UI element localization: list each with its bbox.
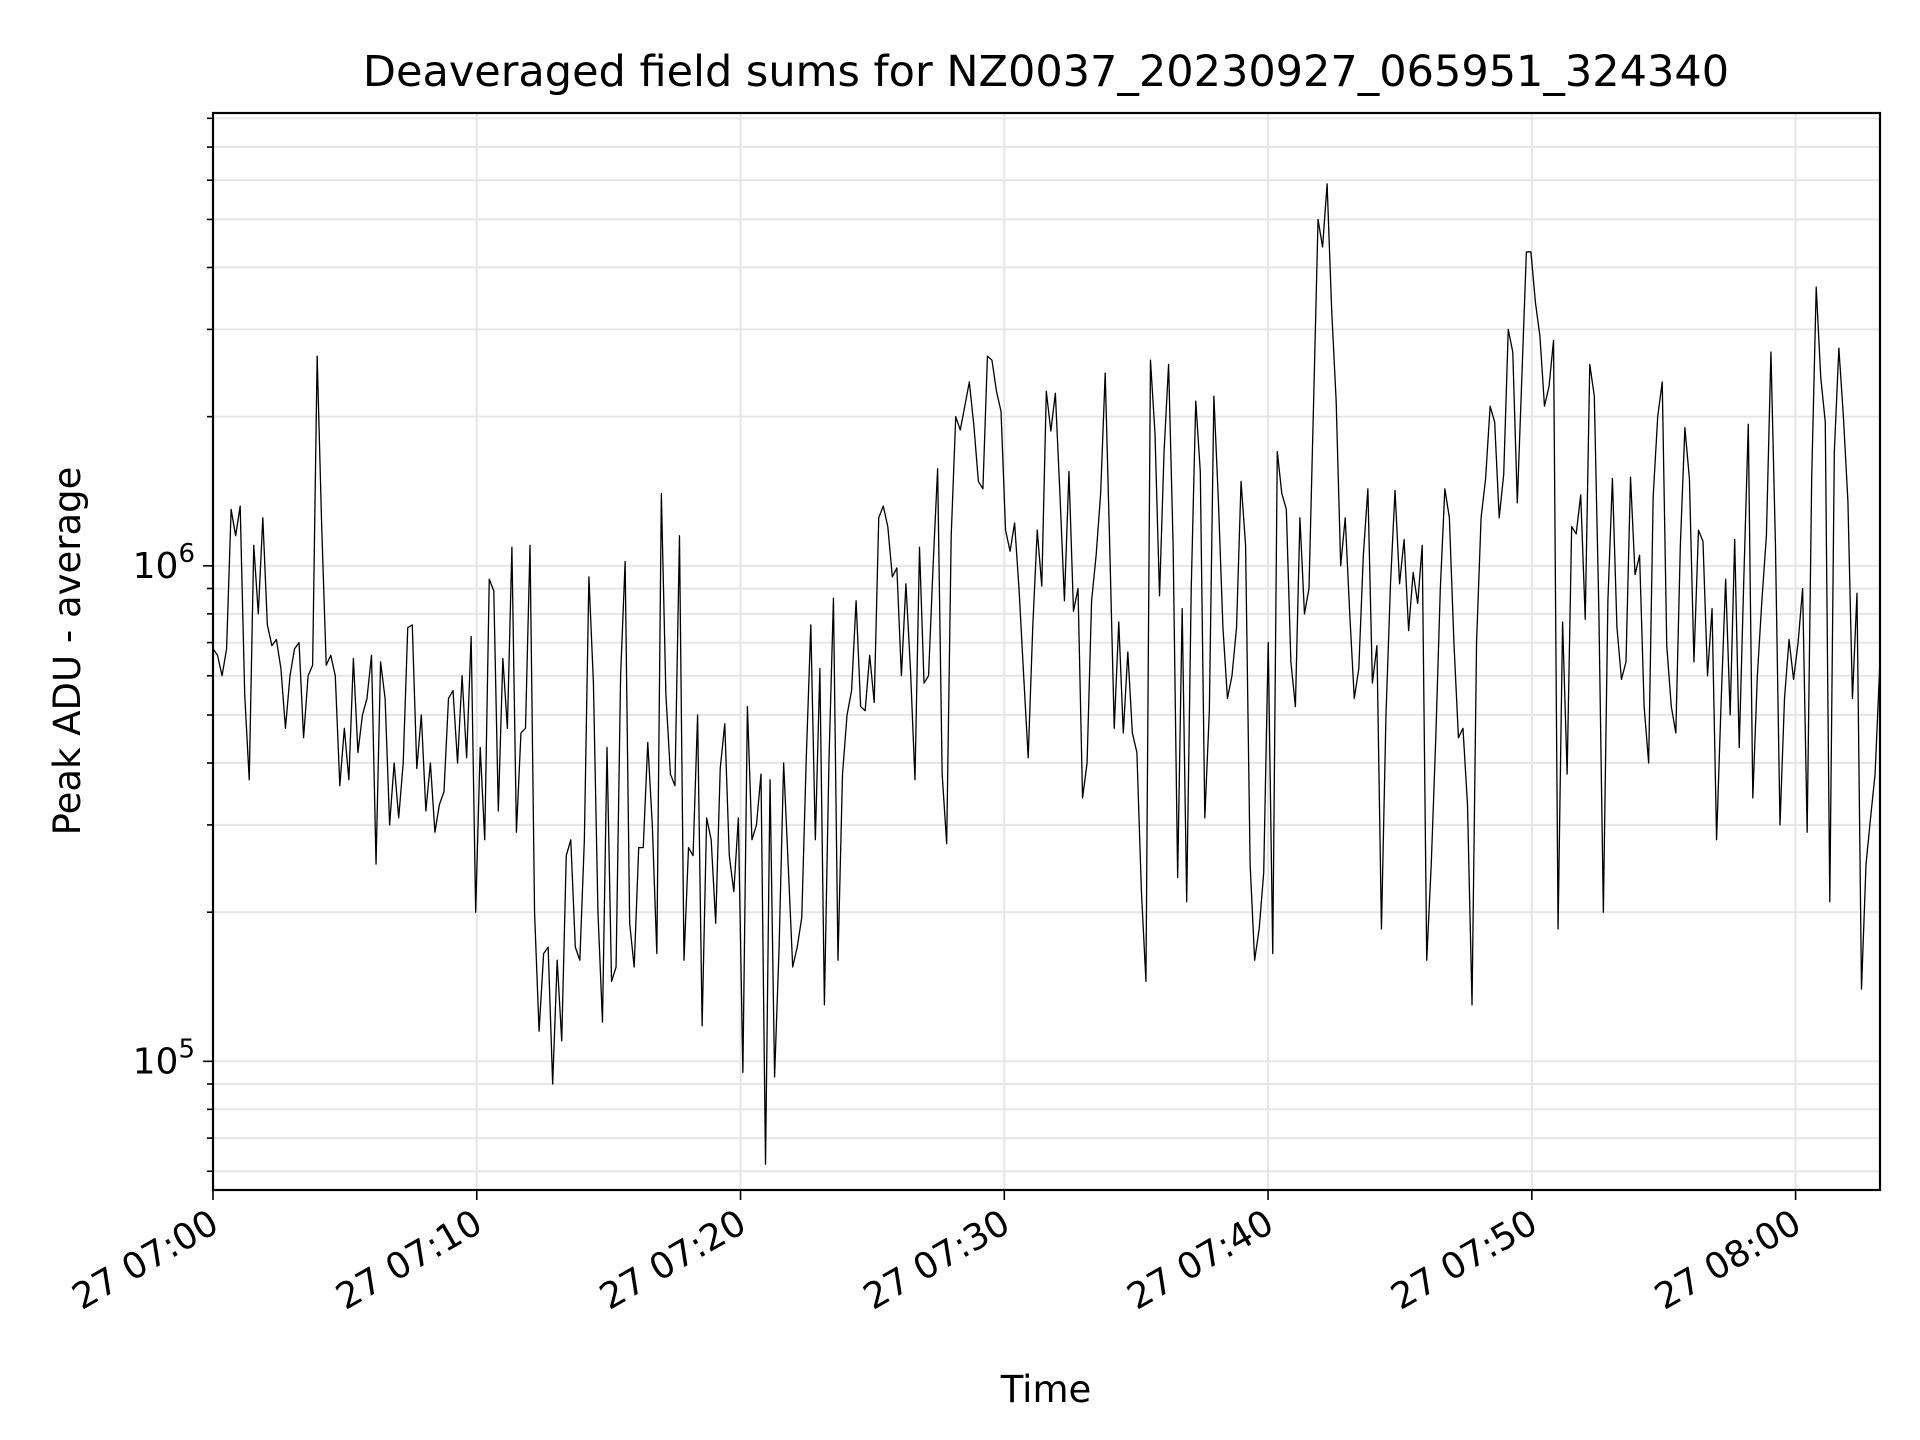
y-tick-label: 105: [133, 1034, 195, 1082]
y-tick-base: 10: [133, 1041, 179, 1082]
y-axis-label: Peak ADU - average: [46, 467, 89, 836]
y-tick-label: 106: [133, 539, 195, 587]
chart-title: Deaveraged field sums for NZ0037_2023092…: [363, 47, 1729, 97]
y-tick-base: 10: [133, 546, 179, 587]
x-axis-label: Time: [1000, 1368, 1092, 1411]
plot-frame: [211, 111, 1882, 1192]
series-line: [212, 183, 1881, 1165]
y-tick-exponent: 6: [178, 539, 195, 569]
y-tick-exponent: 5: [178, 1034, 195, 1064]
